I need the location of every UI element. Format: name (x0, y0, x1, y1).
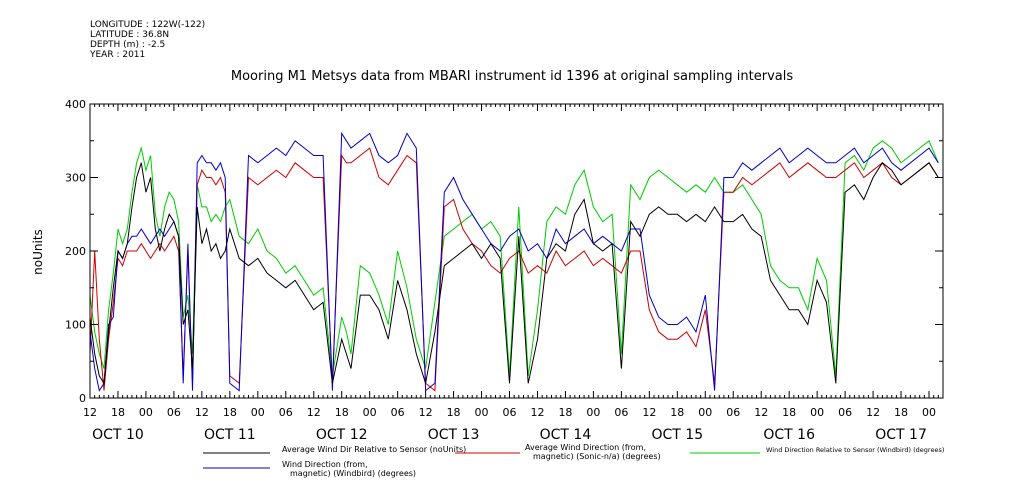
x-day-label: OCT 14 (540, 427, 592, 443)
x-day-label: OCT 15 (651, 427, 703, 443)
x-tick-label: 00 (251, 406, 265, 419)
y-tick-label: 0 (79, 392, 86, 405)
x-tick-label: 00 (922, 406, 936, 419)
x-tick-label: 18 (670, 406, 684, 419)
x-tick-label: 18 (782, 406, 796, 419)
x-tick-label: 06 (167, 406, 181, 419)
longitude-text: LONGITUDE : 122W(-122) (90, 20, 206, 30)
x-tick-label: 06 (614, 406, 628, 419)
depth-text: DEPTH (m) : -2.5 (90, 40, 166, 50)
x-tick-label: 18 (111, 406, 125, 419)
x-tick-label: 06 (726, 406, 740, 419)
x-tick-label: 12 (866, 406, 880, 419)
x-tick-label: 18 (894, 406, 908, 419)
x-tick-label: 18 (335, 406, 349, 419)
series-line-3 (89, 131, 939, 392)
x-tick-label: 12 (195, 406, 209, 419)
x-tick-label: 00 (475, 406, 489, 419)
x-tick-label: 12 (83, 406, 97, 419)
x-tick-label: 00 (139, 406, 153, 419)
x-tick-label: 06 (503, 406, 517, 419)
latitude-text: LATITUDE : 36.8N (90, 30, 170, 40)
metadata-block: LONGITUDE : 122W(-122) LATITUDE : 36.8N … (90, 20, 205, 60)
x-tick-label: 06 (391, 406, 405, 419)
chart-title: Mooring M1 Metsys data from MBARI instru… (231, 69, 793, 84)
x-day-label: OCT 11 (204, 427, 256, 443)
legend-label-3: Wind Direction (from, magnetic) (Windbird… (282, 460, 416, 478)
y-tick-label: 100 (65, 319, 86, 332)
x-tick-label: 00 (810, 406, 824, 419)
x-tick-label: 00 (363, 406, 377, 419)
x-tick-label: 06 (838, 406, 852, 419)
x-tick-label: 12 (530, 406, 544, 419)
legend-label-0: Average Wind Dir Relative to Sensor (noU… (282, 445, 466, 454)
x-tick-label: 12 (307, 406, 321, 419)
series-line-0 (89, 162, 939, 385)
x-tick-label: 18 (447, 406, 461, 419)
axis-layer: 0 100 200 300 400 12 18 00 06 12 18 00 06 12 18 00 06 12 1… (65, 98, 944, 443)
x-day-label: OCT 10 (92, 427, 144, 443)
x-day-label: OCT 16 (763, 427, 815, 443)
y-axis-label: noUnits (31, 229, 45, 275)
x-tick-label: 12 (419, 406, 433, 419)
legend: Average Wind Dir Relative to Sensor (noU… (203, 443, 944, 478)
y-tick-label: 400 (65, 98, 86, 111)
series-line-2 (89, 140, 939, 376)
year-text: YEAR : 2011 (90, 50, 146, 60)
x-tick-label: 12 (642, 406, 656, 419)
x-tick-label: 00 (586, 406, 600, 419)
legend-label-1: Average Wind Direction (from, magnetic) (… (525, 443, 661, 461)
x-tick-label: 06 (279, 406, 293, 419)
x-tick-label: 00 (698, 406, 712, 419)
series-layer (89, 131, 939, 392)
y-tick-label: 200 (65, 245, 86, 258)
x-day-label: OCT 17 (875, 427, 927, 443)
x-day-label: OCT 12 (316, 427, 368, 443)
x-day-label: OCT 13 (428, 427, 480, 443)
y-tick-label: 300 (65, 172, 86, 185)
legend-label-2: Wind Direction Relative to Sensor (Windb… (766, 446, 944, 454)
x-tick-label: 12 (754, 406, 768, 419)
series-line-1 (89, 147, 939, 392)
x-tick-label: 18 (223, 406, 237, 419)
x-tick-label: 18 (558, 406, 572, 419)
